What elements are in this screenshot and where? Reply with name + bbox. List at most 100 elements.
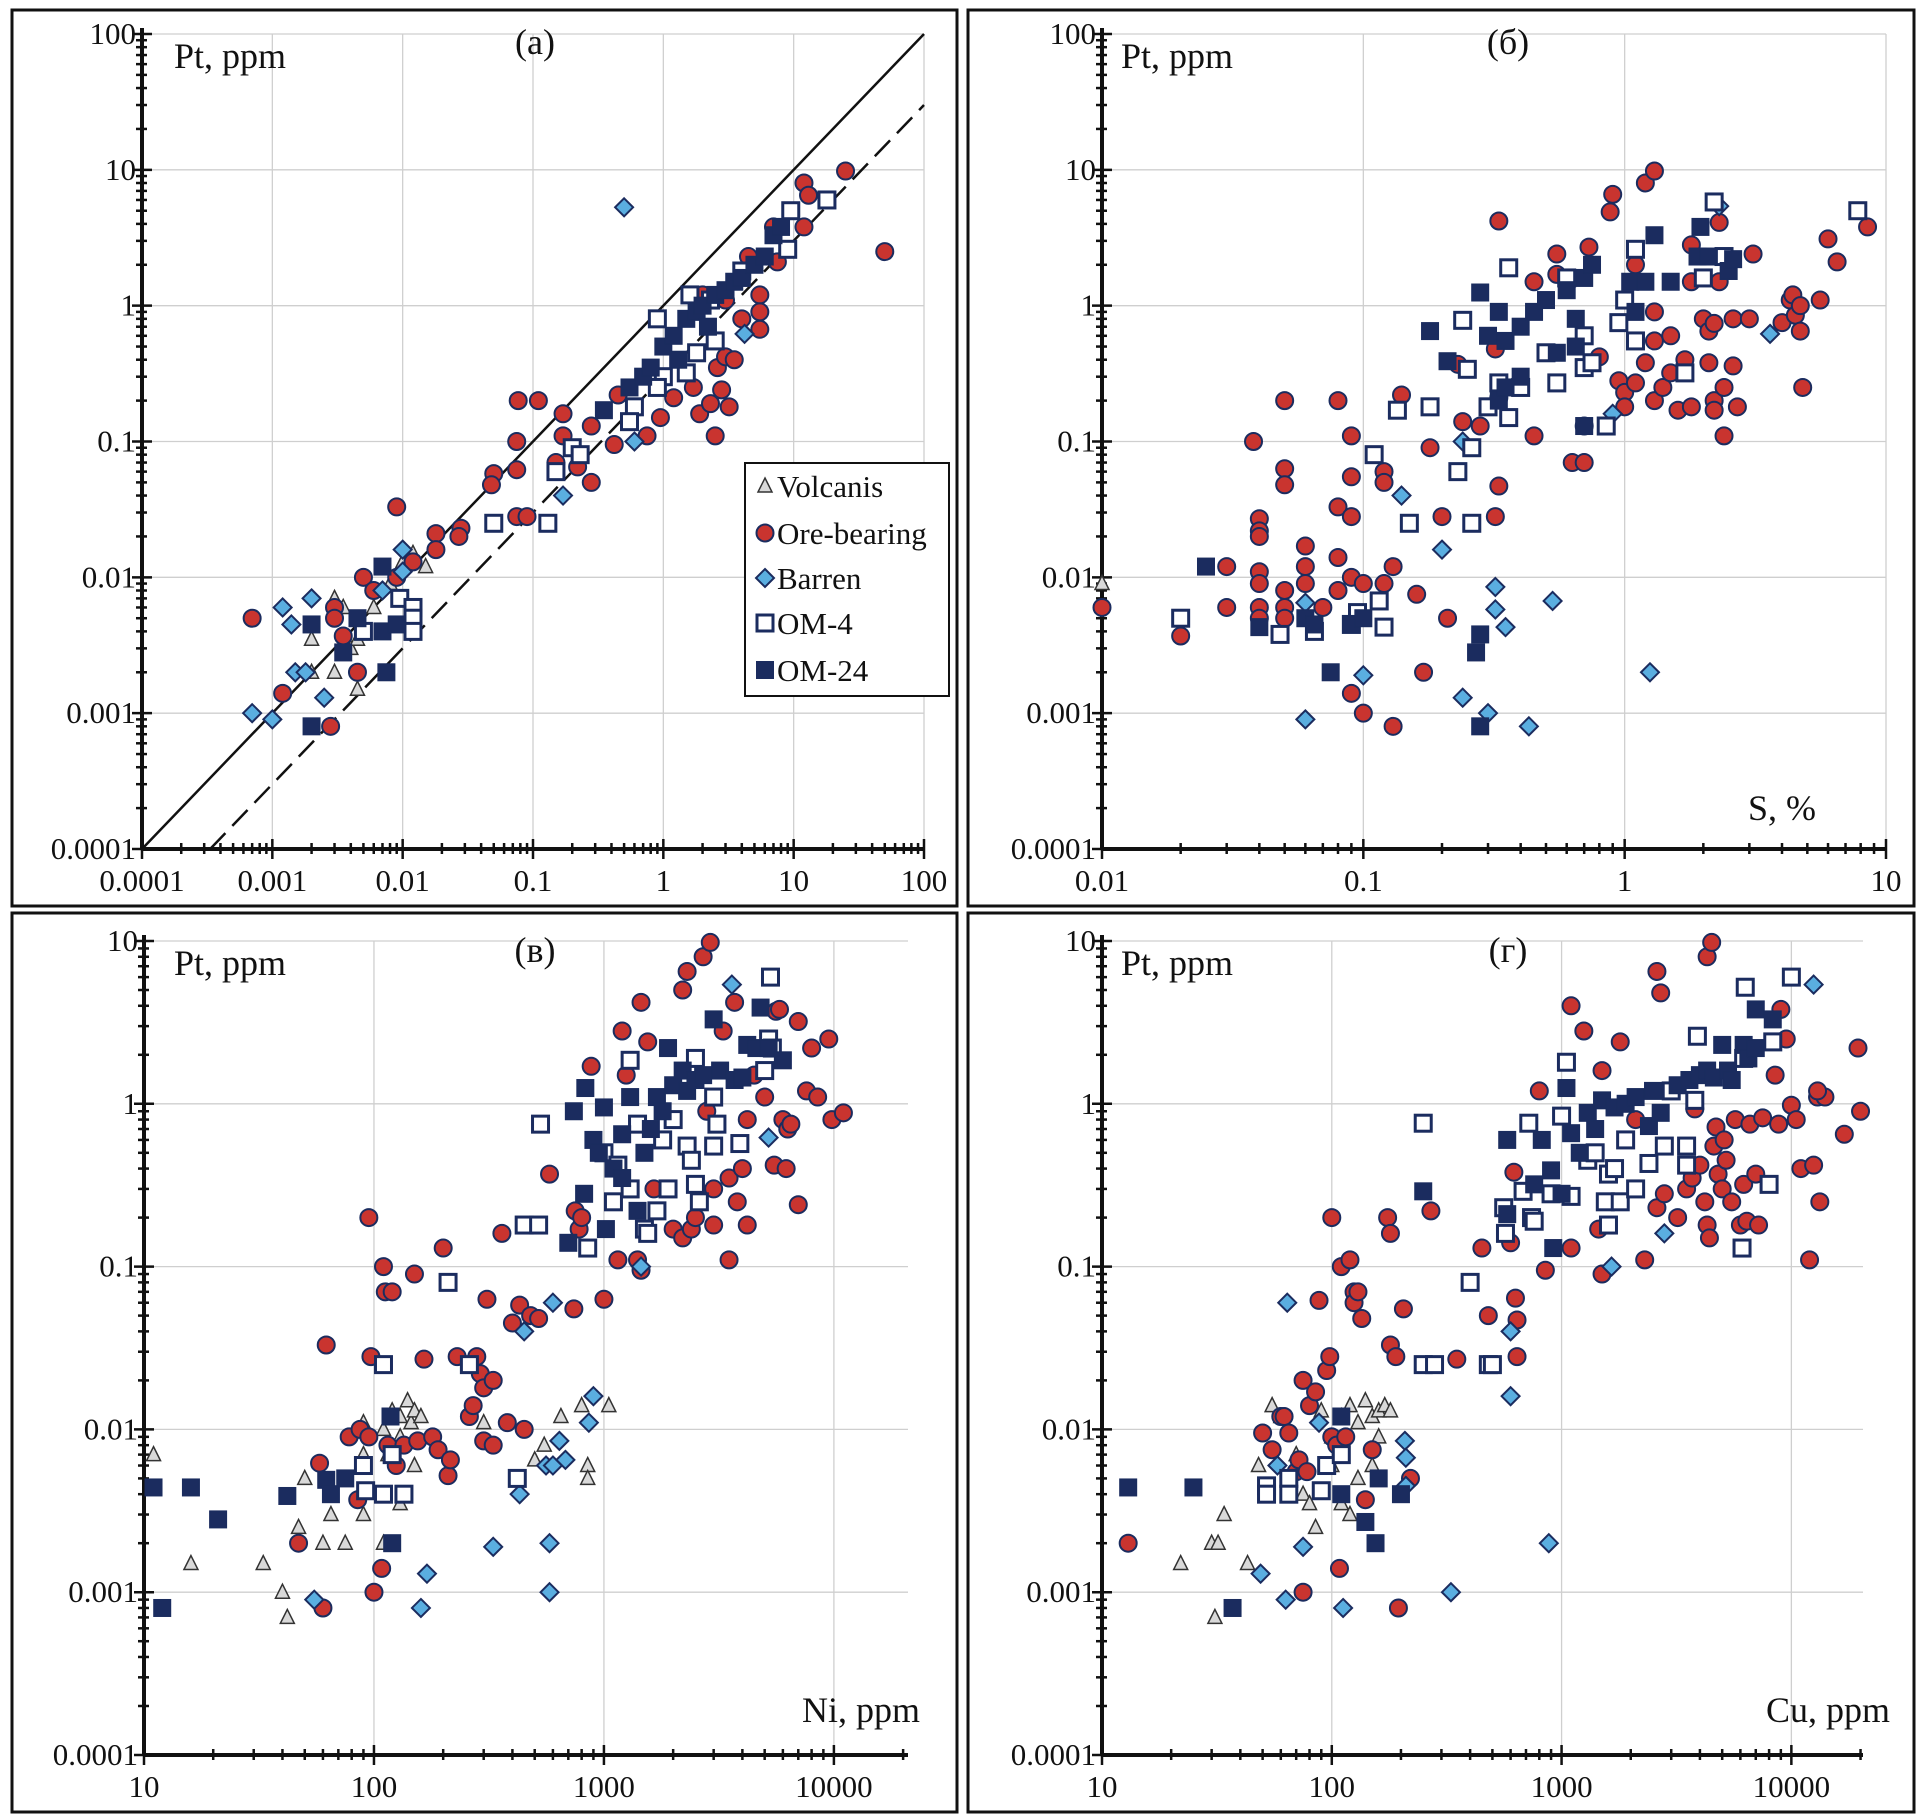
data-point-om-4 [1399,513,1419,533]
data-point-om-4 [1848,201,1868,221]
data-point-barren [539,1532,560,1554]
data-point-om-24 [1332,1485,1351,1504]
data-point-ore-bearing [1217,597,1237,617]
data-point-om-24 [1552,1184,1571,1203]
data-point-barren [1639,661,1661,683]
data-point-ore-bearing [1749,1215,1769,1235]
data-point-ore-bearing [1600,202,1620,222]
data-point-ore-bearing [1592,1061,1612,1081]
data-point-barren [1759,323,1781,345]
data-point-om-4 [704,1087,724,1107]
data-point-ore-bearing [507,432,527,451]
data-point-ore-bearing [1504,1162,1524,1182]
data-point-om-4 [531,1114,551,1134]
data-point-volcanis [1093,573,1111,591]
y-axis-title: Pt, ppm [1121,36,1233,76]
data-point-om-4 [438,1272,458,1292]
data-point-om-4 [647,309,667,329]
data-point-ore-bearing [1275,391,1295,411]
data-point-ore-bearing [1723,356,1743,376]
data-point-ore-bearing [581,1056,601,1076]
data-point-om-4 [1735,977,1755,997]
x-tick-label: 100 [351,1769,398,1804]
data-point-ore-bearing [1790,296,1810,316]
data-point-barren [548,1430,570,1452]
data-point-om-24 [1223,1598,1242,1617]
data-point-barren [1352,664,1374,686]
data-point-volcanis [322,1504,340,1522]
data-point-volcanis [1263,1395,1281,1413]
data-point-om-24 [1305,615,1324,634]
data-point-volcanis [1239,1553,1256,1571]
data-point-om-24 [1467,643,1486,662]
data-point-om-24 [1621,272,1640,291]
data-point-om-24 [628,1201,647,1220]
data-point-volcanis [552,1406,570,1424]
x-tick-label: 0.01 [376,863,430,898]
data-point-barren [301,587,322,609]
data-point-ore-bearing [1808,1081,1828,1101]
data-point-ore-bearing [750,285,770,305]
data-point-volcanis [399,1391,416,1408]
data-point-ore-bearing [463,1396,483,1416]
x-tick-label: 0.0001 [99,863,184,898]
data-point-om-24 [613,1169,632,1188]
panel-frame [966,911,1916,1814]
data-point-ore-bearing [1786,1110,1806,1130]
data-point-ore-bearing [1262,1440,1282,1460]
data-point-ore-bearing [631,992,651,1012]
data-point-om-4 [356,1481,376,1501]
data-point-barren [1601,1256,1622,1278]
panel-3: 10 100 1000 10000 0.0001 0.001 0.01 0.1 1 10 Pt, p… [10,911,959,1814]
legend-label: Ore-bearing [777,516,927,551]
data-point-om-4 [1524,1211,1544,1231]
data-point-ore-bearing [1827,252,1847,272]
data-point-ore-bearing [1524,426,1544,446]
data-point-barren [1495,616,1516,638]
y-tick-label: 0.0001 [1011,1737,1096,1772]
data-point-volcanis [1349,1468,1367,1486]
data-point-volcanis [1341,1504,1359,1522]
data-point-barren [1542,590,1564,612]
data-point-om-24 [659,1039,678,1058]
data-point-ore-bearing [1407,584,1427,604]
data-point-om-4 [1448,462,1468,482]
data-point-ore-bearing [1574,1021,1594,1041]
data-point-om-4 [1626,1179,1646,1199]
data-point-om-4 [1552,1106,1572,1126]
data-point-ore-bearing [517,507,537,527]
data-point-om-4 [1270,624,1290,644]
panel-2: 0.01 0.1 1 10 0.0001 0.001 0.01 0.1 1 10 100 Pt, pp… [966,8,1916,908]
data-point-ore-bearing [1348,1282,1368,1302]
y-tick-label: 0.01 [84,1411,138,1446]
data-point-om-24 [1498,1205,1517,1224]
data-point-barren [758,1127,780,1149]
data-point-ore-bearing [1244,432,1264,451]
data-point-om-4 [1425,1355,1445,1375]
data-point-om-24 [1421,322,1440,341]
data-point-ore-bearing [1293,1582,1313,1602]
data-point-volcanis [296,1468,313,1486]
data-point-barren [1294,708,1316,730]
data-point-volcanis [1382,1401,1399,1418]
data-point-ore-bearing [514,1419,534,1439]
data-point-volcanis [1206,1607,1224,1625]
data-point-om-4 [1369,591,1389,611]
x-tick-label: 10 [1087,1769,1118,1804]
data-point-ore-bearing [1651,983,1671,1003]
data-point-om-4 [1420,397,1440,417]
data-point-ore-bearing [1421,1201,1441,1221]
y-tick-label: 10 [105,152,136,187]
data-point-om-24 [1250,618,1269,637]
data-point-om-24 [1557,1079,1576,1098]
data-point-barren [410,1597,432,1619]
data-point-volcanis [573,1395,590,1413]
data-point-barren [1440,1581,1462,1603]
data-point-om-4 [538,513,558,533]
data-point-om-24 [1391,1485,1410,1504]
data-point-om-4 [1598,1215,1618,1235]
data-point-om-4 [681,1150,701,1170]
data-point-om-4 [1704,192,1724,212]
data-point-ore-bearing [1275,608,1295,628]
data-point-ore-bearing [273,683,293,703]
